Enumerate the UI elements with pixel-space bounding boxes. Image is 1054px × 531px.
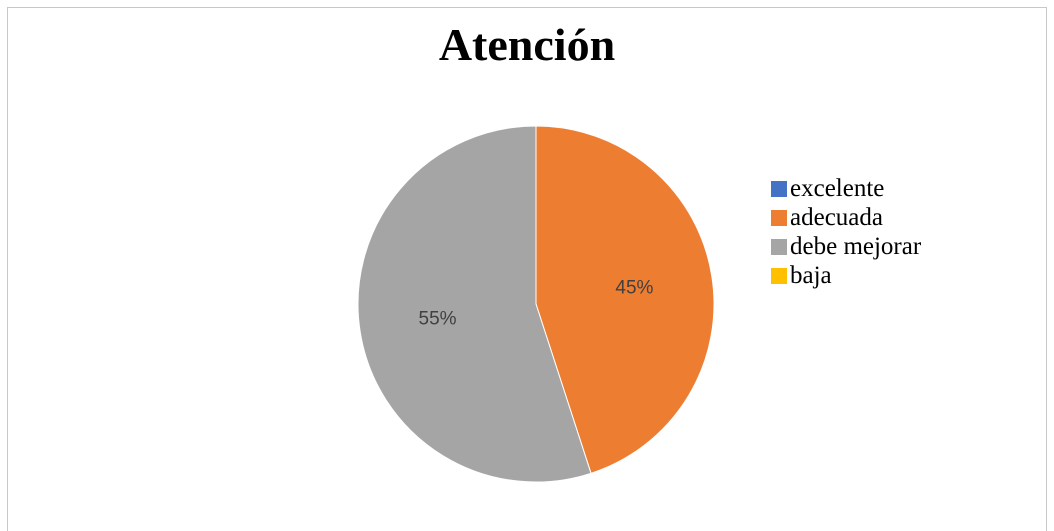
legend-label: excelente (790, 175, 885, 202)
legend-item-debe-mejorar: debe mejorar (771, 232, 921, 261)
pie-slice-debe-mejorar (357, 125, 592, 483)
legend: excelente adecuada debe mejorar baja (771, 174, 921, 290)
pie-slice-adecuada (535, 125, 715, 474)
legend-swatch (771, 180, 787, 197)
pie-labels: 45% 55% (419, 277, 654, 329)
legend-swatch (771, 238, 787, 255)
legend-item-excelente: excelente (771, 174, 921, 203)
legend-item-baja: baja (771, 261, 921, 290)
legend-item-adecuada: adecuada (771, 203, 921, 232)
legend-label: adecuada (790, 204, 883, 231)
chart-title: Atención (438, 19, 616, 70)
legend-label: debe mejorar (790, 233, 922, 260)
legend-label: baja (790, 262, 832, 289)
slice-label-debe-mejorar: 55% (419, 309, 457, 330)
pie-slices (357, 125, 715, 483)
legend-swatch (771, 267, 787, 284)
slice-label-adecuada: 45% (615, 277, 653, 298)
legend-swatch (771, 209, 787, 226)
